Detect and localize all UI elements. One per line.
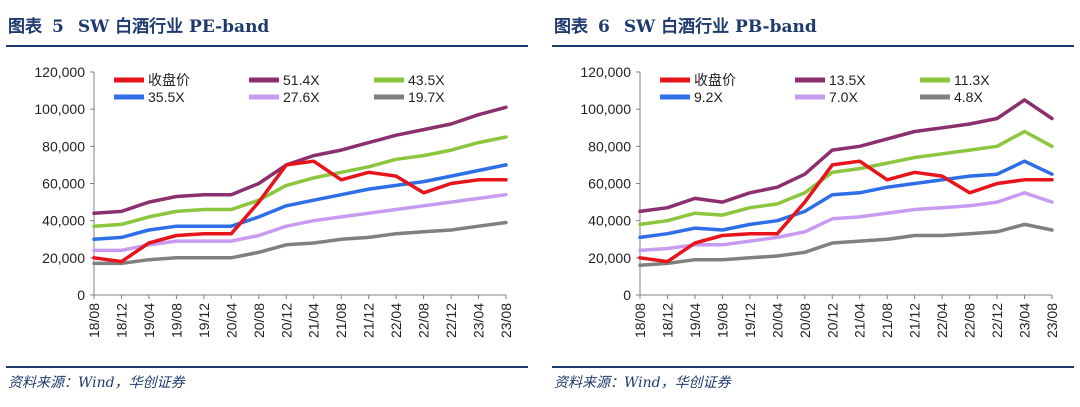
legend-label: 43.5X	[408, 72, 445, 88]
y-tick-label: 0	[77, 287, 85, 303]
y-tick-label: 60,000	[42, 176, 85, 192]
legend-label: 4.8X	[954, 89, 983, 105]
x-tick-label: 23/04	[1017, 303, 1033, 338]
x-tick-label: 22/08	[416, 303, 432, 338]
figure-title-text: SW 白酒行业 PB-band	[623, 17, 817, 37]
series-line-5	[638, 222, 1054, 268]
legend-label: 7.0X	[829, 89, 858, 105]
x-tick-label: 20/08	[797, 303, 813, 338]
y-tick-label: 80,000	[42, 138, 85, 154]
source-note: 资料来源：Wind，华创证券	[8, 375, 185, 391]
series-line-2	[638, 129, 1054, 227]
x-tick-label: 23/04	[471, 303, 487, 338]
figure-title: 图表 5 SW 白酒行业 PE-band	[8, 12, 269, 42]
figure-panel-pb-band: 图表 6 SW 白酒行业 PB-band 0 20,000 40,000 60,000 80…	[552, 0, 1080, 407]
y-tick-label: 0	[623, 287, 631, 303]
x-tick-label: 18/12	[659, 303, 675, 338]
x-tick-label: 21/08	[879, 303, 895, 338]
y-tick-label: 60,000	[588, 176, 631, 192]
legend-label: 35.5X	[148, 89, 185, 105]
y-tick-label: 20,000	[588, 250, 631, 266]
x-tick-label: 19/04	[141, 303, 157, 338]
x-tick-label: 19/12	[196, 303, 212, 338]
x-tick-label: 20/04	[769, 303, 785, 338]
y-tick-label: 40,000	[588, 213, 631, 229]
y-tick-label: 40,000	[42, 213, 85, 229]
x-tick-label: 20/12	[278, 303, 294, 338]
x-tick-label: 22/04	[934, 303, 950, 338]
x-tick-label: 21/12	[907, 303, 923, 338]
x-tick-label: 21/04	[852, 303, 868, 338]
y-tick-label: 100,000	[580, 101, 631, 117]
legend-label: 收盘价	[148, 72, 190, 88]
legend-label: 9.2X	[694, 89, 723, 105]
legend-label: 11.3X	[954, 72, 990, 88]
x-tick-label: 23/08	[1044, 303, 1060, 338]
x-tick-label: 22/04	[388, 303, 404, 338]
y-tick-label: 100,000	[34, 101, 85, 117]
y-tick-label: 120,000	[34, 64, 85, 80]
x-tick-label: 18/08	[86, 303, 102, 338]
y-tick-label: 20,000	[42, 250, 85, 266]
source-rule	[552, 366, 1074, 368]
figure-title-text: SW 白酒行业 PE-band	[77, 17, 270, 37]
series-line-4	[638, 191, 1054, 253]
series-line-1	[92, 105, 508, 215]
series-line-0	[92, 159, 508, 264]
legend-label: 27.6X	[283, 89, 320, 105]
x-tick-label: 20/12	[824, 303, 840, 338]
pb-band-chart: 0 20,000 40,000 60,000 80,000 100,000 120,000 1…	[580, 64, 1060, 338]
figure-number: 6	[598, 17, 610, 37]
series-line-3	[638, 159, 1054, 240]
x-tick-label: 22/08	[962, 303, 978, 338]
x-tick-label: 19/04	[687, 303, 703, 338]
x-tick-label: 19/12	[742, 303, 758, 338]
x-tick-label: 21/08	[333, 303, 349, 338]
series-line-2	[92, 135, 508, 228]
legend-label: 收盘价	[694, 72, 736, 88]
x-tick-label: 20/08	[251, 303, 267, 338]
figure-label: 图表	[554, 17, 588, 37]
y-tick-label: 80,000	[588, 138, 631, 154]
source-note: 资料来源：Wind，华创证券	[554, 375, 731, 391]
x-tick-label: 19/08	[714, 303, 730, 338]
x-tick-label: 18/08	[632, 303, 648, 338]
series-line-5	[92, 220, 508, 266]
figure-label: 图表	[8, 17, 42, 37]
series-line-3	[92, 163, 508, 242]
pe-band-chart: 0 20,000 40,000 60,000 80,000 100,000 120,000 1…	[34, 64, 514, 338]
legend-label: 13.5X	[829, 72, 866, 88]
figure-number: 5	[52, 17, 64, 37]
x-tick-label: 21/12	[361, 303, 377, 338]
figure-panel-pe-band: 图表 5 SW 白酒行业 PE-band 0 20,000 40,000 60,000 80…	[6, 0, 536, 407]
series-line-1	[638, 98, 1054, 214]
x-tick-label: 22/12	[443, 303, 459, 338]
legend-label: 19.7X	[408, 89, 445, 105]
title-rule	[552, 45, 1074, 47]
x-tick-label: 18/12	[113, 303, 129, 338]
x-tick-label: 19/08	[168, 303, 184, 338]
series-line-0	[638, 159, 1054, 264]
x-tick-label: 22/12	[989, 303, 1005, 338]
source-rule	[6, 366, 528, 368]
figure-title: 图表 6 SW 白酒行业 PB-band	[554, 12, 817, 42]
x-tick-label: 21/04	[306, 303, 322, 338]
y-tick-label: 120,000	[580, 64, 631, 80]
x-tick-label: 23/08	[498, 303, 514, 338]
title-rule	[6, 45, 528, 47]
legend-label: 51.4X	[283, 72, 320, 88]
x-tick-label: 20/04	[223, 303, 239, 338]
series-line-4	[92, 192, 508, 253]
